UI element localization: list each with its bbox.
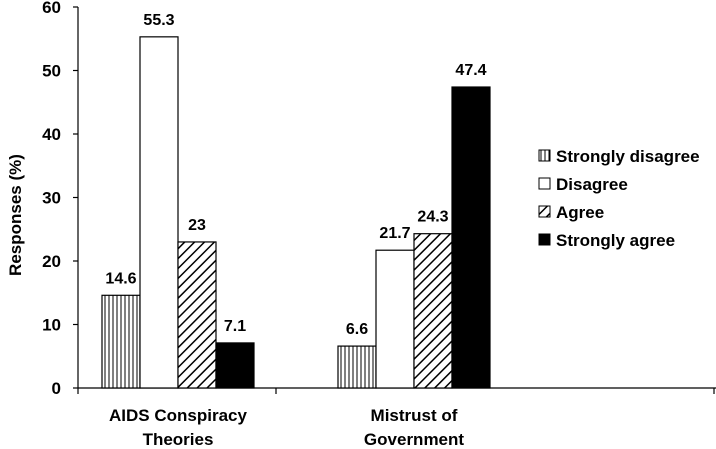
bar bbox=[101, 294, 141, 389]
data-label: 24.3 bbox=[417, 209, 448, 226]
bars bbox=[101, 36, 491, 389]
bar bbox=[337, 345, 377, 389]
data-label: 55.3 bbox=[143, 12, 174, 29]
x-category-label: Government bbox=[364, 430, 464, 449]
data-label: 23 bbox=[188, 217, 206, 234]
data-label: 14.6 bbox=[105, 270, 136, 287]
legend-swatch bbox=[538, 233, 551, 246]
legend-swatch bbox=[538, 205, 551, 218]
x-category-label: AIDS Conspiracy bbox=[109, 406, 247, 425]
data-label: 47.4 bbox=[455, 62, 486, 79]
x-category-label: Theories bbox=[143, 430, 214, 449]
data-labels: 14.6 6.6 55.3 21.7 23 24.3 7.1 47.4 bbox=[105, 12, 486, 338]
bar bbox=[177, 241, 217, 389]
y-tick-label: 30 bbox=[42, 189, 61, 208]
data-label: 6.6 bbox=[346, 321, 368, 338]
legend-label: Agree bbox=[556, 203, 604, 222]
bar bbox=[139, 36, 179, 389]
y-tick-label: 20 bbox=[42, 252, 61, 271]
legend-label: Strongly disagree bbox=[556, 147, 700, 166]
bar bbox=[413, 233, 453, 389]
y-tick-label: 60 bbox=[42, 0, 61, 17]
y-tick-label: 40 bbox=[42, 125, 61, 144]
y-tick-label: 10 bbox=[42, 316, 61, 335]
y-tick-label: 50 bbox=[42, 62, 61, 81]
y-axis-title: Responses (%) bbox=[6, 154, 25, 276]
legend-label: Strongly agree bbox=[556, 231, 675, 250]
bar bbox=[451, 86, 491, 389]
x-category-label: Mistrust of bbox=[371, 406, 458, 425]
data-label: 7.1 bbox=[224, 318, 246, 335]
y-tick-label: 0 bbox=[52, 379, 61, 398]
legend-swatch bbox=[538, 177, 551, 190]
data-label: 21.7 bbox=[379, 225, 410, 242]
x-axis: AIDS Conspiracy Theories Mistrust of Govern… bbox=[77, 387, 716, 449]
y-axis: 0 10 20 30 40 50 60 bbox=[42, 0, 79, 398]
legend-swatch bbox=[538, 149, 551, 162]
bar bbox=[215, 342, 255, 389]
legend-label: Disagree bbox=[556, 175, 628, 194]
legend: Strongly disagree Disagree Agree Strongly a… bbox=[538, 147, 700, 250]
bar bbox=[375, 249, 415, 389]
